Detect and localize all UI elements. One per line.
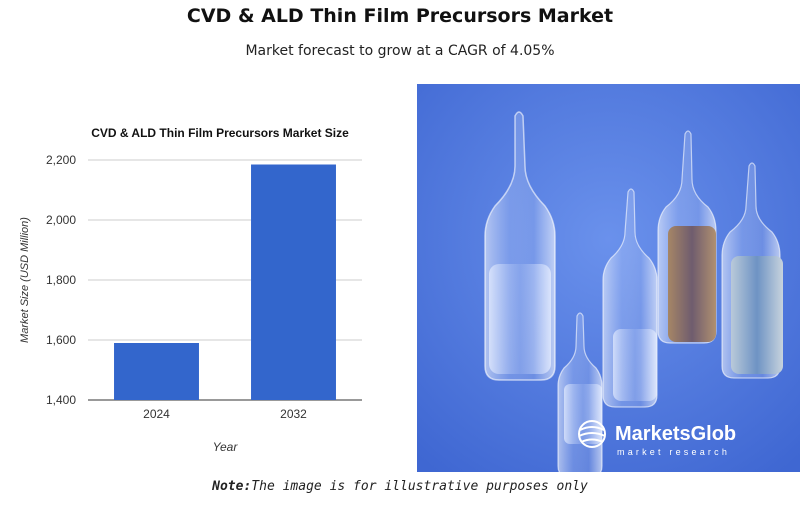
x-tick-label: 2024	[143, 407, 170, 421]
ampoule-clear-large	[484, 111, 556, 381]
y-tick-label: 1,400	[46, 393, 76, 407]
bar-2024	[114, 343, 199, 400]
svg-text:MarketsGlob: MarketsGlob	[615, 423, 736, 445]
ampoules-illustration: MarketsGlob market research	[417, 84, 800, 472]
y-tick-label: 1,800	[46, 273, 76, 287]
illustrative-note: Note:The image is for illustrative purpo…	[0, 479, 800, 494]
ampoule-amber	[657, 130, 717, 344]
bar-chart: CVD & ALD Thin Film Precursors Market Si…	[19, 126, 362, 454]
globe-icon	[578, 420, 606, 448]
page-title: CVD & ALD Thin Film Precursors Market	[186, 5, 614, 27]
marketsglob-logo: MarketsGlob market research	[578, 420, 736, 457]
product-image: MarketsGlob market research	[417, 84, 800, 472]
y-tick-label: 2,000	[46, 213, 76, 227]
ampoule-blue	[721, 162, 783, 379]
y-axis-label: Market Size (USD Million)	[19, 217, 31, 343]
note-label: Note:	[212, 479, 252, 494]
page-subtitle: Market forecast to grow at a CAGR of 4.0…	[245, 43, 555, 59]
x-tick-label: 2032	[280, 407, 307, 421]
y-tick-label: 2,200	[46, 153, 76, 167]
y-tick-label: 1,600	[46, 333, 76, 347]
ampoule-clear-medium	[602, 188, 658, 408]
note-text: The image is for illustrative purposes o…	[251, 479, 588, 494]
x-axis-label: Year	[213, 440, 239, 454]
chart-title: CVD & ALD Thin Film Precursors Market Si…	[91, 126, 349, 140]
bar-2032	[251, 164, 336, 400]
svg-text:market research: market research	[617, 447, 730, 457]
